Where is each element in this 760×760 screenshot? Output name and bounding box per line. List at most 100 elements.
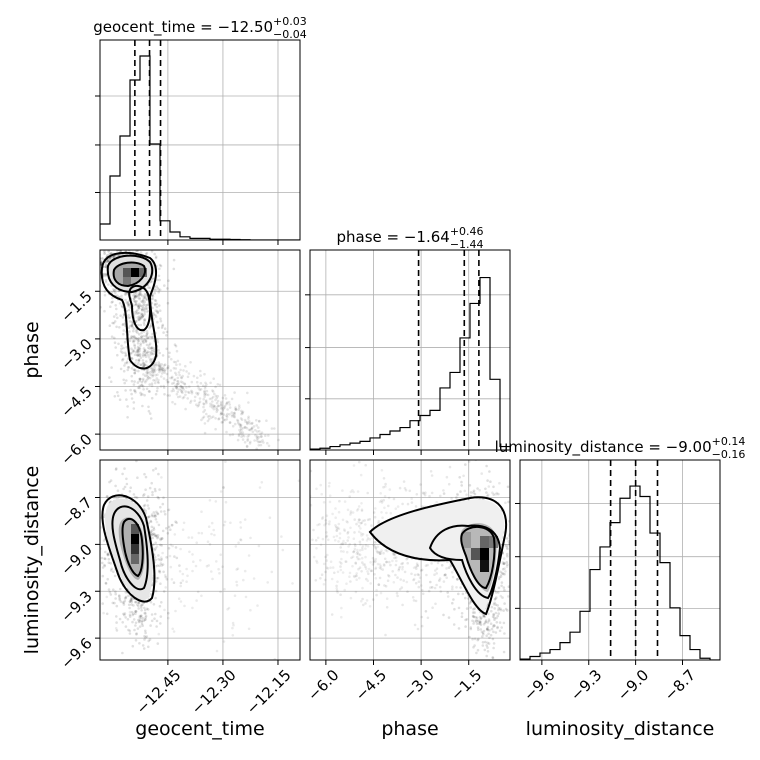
- scatter-point: [105, 495, 109, 498]
- scatter-point: [482, 614, 486, 618]
- scatter-point: [96, 535, 99, 538]
- scatter-point: [240, 428, 243, 432]
- scatter-point: [143, 503, 147, 507]
- scatter-point: [145, 298, 149, 301]
- scatter-point: [503, 632, 506, 635]
- scatter-point: [486, 628, 490, 632]
- scatter-point: [507, 500, 510, 504]
- scatter-point: [445, 475, 449, 479]
- scatter-point: [139, 344, 142, 347]
- scatter-point: [141, 339, 144, 343]
- scatter-point: [173, 402, 177, 406]
- scatter-point: [141, 314, 145, 318]
- scatter-point: [383, 506, 386, 510]
- scatter-point: [168, 351, 171, 355]
- scatter-point: [381, 568, 385, 571]
- scatter-point: [241, 438, 245, 441]
- scatter-point: [134, 320, 138, 324]
- scatter-point: [143, 300, 146, 304]
- scatter-point: [189, 401, 192, 404]
- scatter-point: [133, 343, 136, 347]
- scatter-point: [176, 359, 180, 363]
- scatter-point: [259, 440, 263, 444]
- scatter-point: [389, 563, 392, 567]
- scatter-point: [393, 556, 396, 560]
- scatter-point: [171, 387, 175, 391]
- scatter-point: [154, 255, 158, 259]
- scatter-point: [153, 302, 157, 306]
- scatter-point: [137, 306, 140, 310]
- scatter-point: [502, 586, 506, 589]
- scatter-point: [126, 368, 130, 372]
- scatter-point: [158, 288, 162, 292]
- scatter-point: [517, 528, 520, 531]
- scatter-point: [154, 256, 158, 260]
- scatter-point: [154, 547, 157, 550]
- scatter-point: [151, 295, 155, 298]
- scatter-point: [469, 606, 473, 609]
- scatter-point: [258, 486, 262, 489]
- scatter-point: [123, 599, 127, 603]
- scatter-point: [361, 532, 365, 536]
- scatter-point: [122, 378, 125, 382]
- scatter-point: [442, 613, 445, 617]
- scatter-point: [199, 374, 202, 377]
- scatter-point: [336, 570, 340, 574]
- scatter-point: [130, 374, 133, 378]
- scatter-point: [243, 426, 247, 429]
- scatter-point: [416, 564, 419, 568]
- scatter-point: [130, 367, 134, 370]
- scatter-point: [243, 518, 247, 521]
- scatter-point: [487, 612, 490, 615]
- scatter-point: [132, 297, 136, 301]
- scatter-point: [187, 372, 191, 375]
- scatter-point: [153, 252, 156, 256]
- scatter-point: [349, 596, 353, 600]
- ytick-label: −9.6: [57, 634, 95, 672]
- scatter-point: [219, 403, 223, 407]
- scatter-point: [379, 567, 383, 571]
- scatter-point: [507, 585, 510, 588]
- scatter-point: [354, 590, 358, 594]
- scatter-point: [176, 376, 180, 380]
- scatter-point: [128, 339, 132, 343]
- scatter-point: [307, 572, 310, 575]
- scatter-point: [104, 280, 108, 284]
- title-luminosity-distance-minus: −0.16: [712, 448, 746, 461]
- scatter-point: [172, 258, 176, 262]
- scatter-point: [335, 587, 339, 590]
- ytick-label: −3.0: [57, 335, 95, 373]
- scatter-point: [118, 594, 121, 597]
- scatter-point: [140, 314, 143, 317]
- contour-level-2: [112, 261, 146, 288]
- scatter-point: [140, 606, 143, 610]
- scatter-point: [133, 295, 137, 299]
- scatter-point: [123, 597, 127, 600]
- scatter-point: [359, 473, 363, 477]
- panel-frame: [99, 459, 301, 661]
- scatter-point: [478, 622, 482, 625]
- scatter-point: [361, 586, 364, 590]
- scatter-point: [204, 381, 207, 385]
- scatter-point: [186, 375, 190, 379]
- scatter-point: [167, 616, 170, 620]
- scatter-point: [257, 444, 261, 447]
- scatter-point: [210, 416, 213, 419]
- scatter-point: [140, 380, 144, 384]
- scatter-point: [104, 263, 108, 266]
- scatter-point: [374, 507, 377, 510]
- scatter-point: [142, 362, 145, 365]
- scatter-point: [136, 304, 140, 308]
- scatter-point: [502, 562, 506, 566]
- scatter-point: [141, 354, 145, 358]
- scatter-point: [419, 569, 423, 572]
- scatter-point: [122, 369, 126, 373]
- scatter-point: [503, 543, 507, 547]
- scatter-point: [485, 654, 489, 658]
- scatter-point: [212, 407, 216, 411]
- scatter-point: [190, 389, 193, 393]
- scatter-point: [150, 346, 153, 350]
- scatter-point: [430, 474, 434, 477]
- scatter-point: [162, 377, 166, 380]
- scatter-point: [295, 510, 298, 513]
